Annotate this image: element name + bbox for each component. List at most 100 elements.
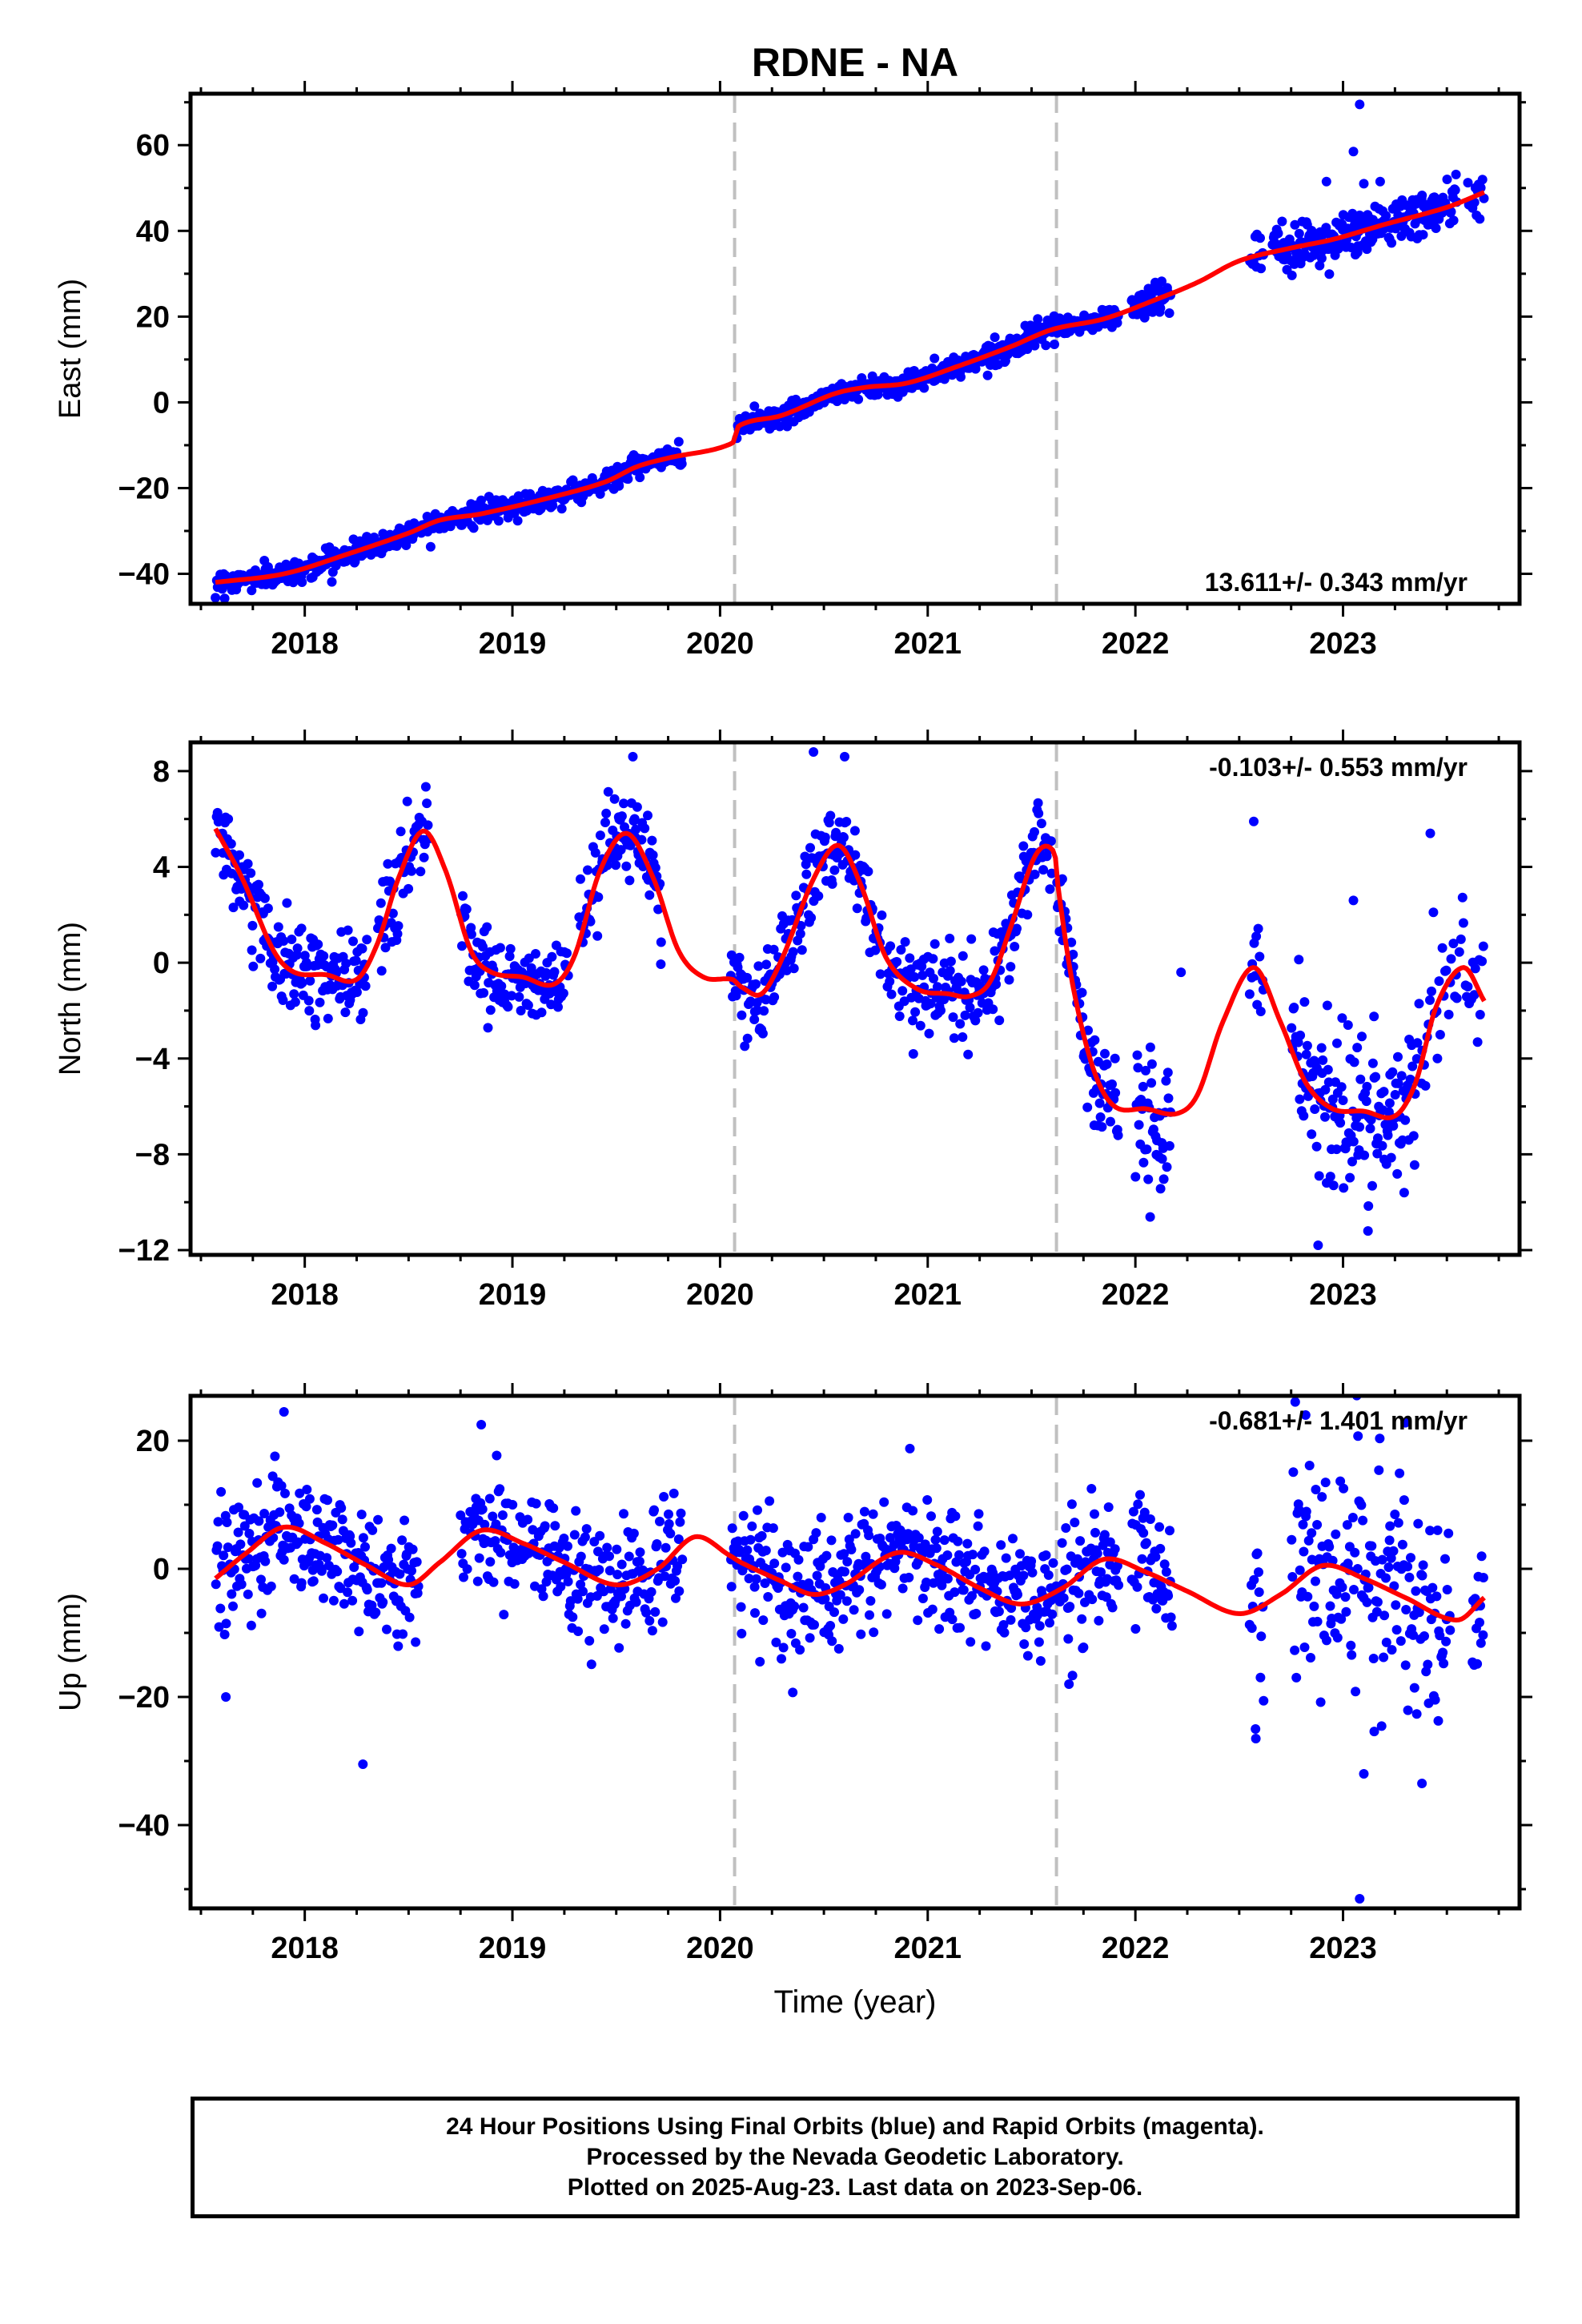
data-point — [726, 1582, 737, 1592]
data-point — [1477, 956, 1488, 967]
data-point — [1337, 1013, 1347, 1023]
data-point — [356, 1510, 367, 1520]
data-point — [838, 832, 849, 842]
data-point — [1359, 1769, 1369, 1779]
data-point — [1255, 1672, 1266, 1683]
data-point — [1337, 1582, 1347, 1592]
data-point — [744, 1574, 754, 1584]
data-point — [595, 1530, 605, 1541]
data-point — [466, 929, 476, 939]
data-point — [1442, 175, 1452, 184]
data-point — [950, 1587, 960, 1598]
data-point — [922, 1495, 933, 1505]
data-point — [1374, 1465, 1384, 1475]
data-point — [1090, 1035, 1100, 1045]
data-point — [1440, 1554, 1450, 1564]
data-point — [1307, 1554, 1317, 1565]
data-point — [562, 948, 572, 959]
data-point — [769, 944, 779, 955]
data-point — [1132, 1582, 1142, 1592]
data-point — [1347, 1513, 1358, 1522]
data-point — [547, 951, 557, 962]
data-point — [966, 934, 977, 944]
data-point — [1348, 147, 1359, 157]
data-point — [971, 1608, 982, 1618]
data-point — [1355, 1122, 1365, 1132]
data-point — [392, 929, 403, 939]
data-point — [1411, 1709, 1422, 1719]
data-point — [474, 1553, 484, 1563]
data-point — [373, 1514, 383, 1525]
data-point — [974, 1509, 984, 1519]
data-point — [1022, 1651, 1033, 1661]
data-point — [576, 1551, 586, 1562]
y-tick-label: −40 — [118, 1809, 170, 1843]
data-point — [656, 937, 666, 947]
data-point — [908, 1049, 918, 1059]
data-point — [1475, 1618, 1484, 1627]
data-point — [235, 1539, 246, 1550]
data-point — [1386, 1553, 1396, 1563]
data-point — [1469, 990, 1480, 1000]
data-point — [946, 956, 956, 967]
data-point — [650, 862, 661, 873]
data-point — [1006, 1603, 1017, 1613]
data-point — [885, 941, 896, 951]
data-point — [1299, 1642, 1310, 1652]
data-point — [905, 953, 915, 963]
data-point — [1251, 931, 1262, 942]
data-point — [279, 1554, 289, 1565]
data-point — [1352, 1564, 1363, 1574]
data-point — [332, 1566, 343, 1577]
data-point — [734, 1547, 745, 1558]
data-point — [643, 810, 652, 821]
data-point — [635, 472, 645, 483]
data-point — [234, 1502, 243, 1513]
data-point — [1386, 1152, 1396, 1163]
data-point — [825, 810, 836, 821]
data-point — [360, 981, 371, 991]
data-point — [1388, 1120, 1399, 1131]
data-point — [586, 1659, 596, 1670]
data-point — [296, 923, 307, 934]
data-point — [646, 1586, 656, 1597]
data-point — [820, 1594, 830, 1604]
data-point — [1161, 1076, 1171, 1086]
data-point — [1400, 1115, 1411, 1125]
data-point — [367, 1600, 377, 1610]
data-point — [559, 1534, 569, 1543]
data-point — [612, 1570, 623, 1580]
data-point — [296, 1578, 307, 1588]
data-point — [593, 1546, 603, 1557]
x-tick-label: 2018 — [271, 1932, 339, 1965]
data-point — [1090, 1527, 1100, 1538]
plot-frame — [188, 91, 1522, 606]
data-point — [1446, 954, 1456, 964]
panel-east: 2018 2019 2020 2021 2022 2023 −40 −20 0 20 40 60 Eas… — [54, 81, 1532, 661]
data-point — [1062, 1564, 1072, 1574]
data-point — [932, 1526, 942, 1537]
x-tick-label: 2023 — [1309, 627, 1377, 661]
data-point — [349, 1562, 359, 1572]
data-point — [777, 1654, 786, 1664]
y-tick-label: 0 — [153, 1553, 170, 1586]
data-point — [981, 1641, 991, 1651]
data-point — [1313, 1240, 1323, 1250]
data-point — [1407, 1061, 1418, 1072]
panels-group: 2018 2019 2020 2021 2022 2023−40−200204060Eas… — [54, 81, 1532, 2020]
data-point — [458, 891, 468, 901]
model-curve-up — [214, 1524, 1486, 1622]
data-point — [1332, 1038, 1342, 1048]
y-tick-label: 40 — [136, 215, 170, 248]
data-point — [742, 1545, 753, 1555]
data-point — [1057, 1538, 1067, 1548]
data-point — [664, 1519, 674, 1529]
data-point — [676, 1508, 686, 1518]
data-point — [1110, 1088, 1121, 1098]
data-point — [886, 989, 897, 999]
data-point — [1061, 1523, 1071, 1533]
data-point — [1414, 999, 1424, 1009]
data-point — [1384, 1535, 1395, 1546]
data-point — [1143, 1174, 1154, 1184]
data-point — [788, 947, 798, 957]
